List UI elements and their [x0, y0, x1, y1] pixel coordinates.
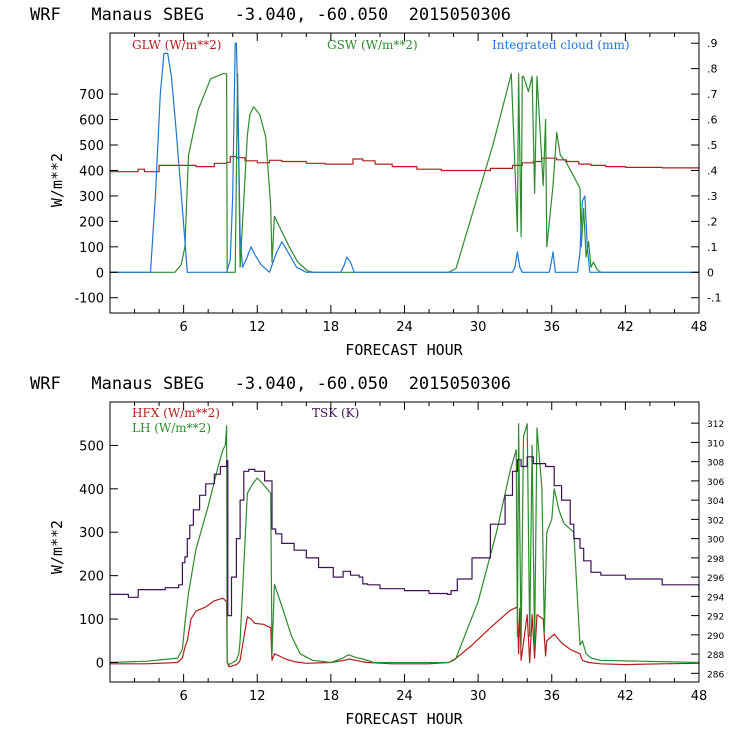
y2-tick-label: -.1: [707, 292, 721, 305]
y2-tick-label: .6: [707, 114, 718, 127]
legend-hfx: HFX (W/m**2): [132, 406, 220, 420]
flux-temperature-panel: WRF Manaus SBEG -3.040, -60.050 20150503…: [30, 374, 724, 728]
y2-axis-ticks: -.1 0 .1 .2 .3 .4 .5 .6 .7 .8 .9: [691, 37, 721, 305]
y2-tick-label: 290: [707, 632, 724, 642]
y2-tick-label: .3: [707, 190, 718, 203]
y2-tick-label: 0: [707, 266, 714, 279]
legend-glw: GLW (W/m**2): [132, 38, 221, 52]
radiation-cloud-panel: WRF Manaus SBEG -3.040, -60.050 20150503…: [30, 5, 721, 359]
x-tick-label: 42: [617, 689, 634, 704]
y2-tick-label: .1: [707, 241, 718, 254]
y2-tick-label: 312: [707, 420, 724, 430]
plot-frame: [109, 32, 700, 314]
panel-title: WRF Manaus SBEG -3.040, -60.050 20150503…: [30, 374, 511, 394]
x-tick-label: 12: [249, 689, 266, 704]
y-tick-label: 300: [79, 190, 104, 205]
x-tick-label: 30: [470, 320, 487, 335]
legend-lh: LH (W/m**2): [132, 421, 211, 435]
y-tick-label: 200: [79, 570, 104, 585]
x-tick-label: 48: [691, 689, 708, 704]
y2-tick-label: .8: [707, 63, 718, 76]
series-line-gsw: [110, 73, 699, 273]
x-tick-label: 6: [179, 689, 187, 704]
x-axis-ticks: 6 12 18 24 30 36 42 48: [134, 402, 708, 704]
x-tick-label: 18: [323, 689, 340, 704]
series-line-glw: [110, 155, 700, 173]
x-tick-label: 6: [179, 320, 187, 335]
y-tick-label: 100: [79, 613, 104, 628]
y-tick-label: 500: [79, 139, 104, 154]
y-tick-label: 300: [79, 526, 104, 541]
y-tick-label: 400: [79, 164, 104, 179]
y2-tick-label: .4: [707, 164, 718, 177]
y2-tick-label: 298: [707, 555, 724, 565]
x-tick-label: 36: [543, 689, 560, 704]
series-line-tsk: [110, 456, 700, 617]
y2-axis-ticks: 286 288 290 292 294 296 298 300 302 304 306 308 310 3…: [691, 420, 724, 680]
y-tick-label: 0: [96, 656, 104, 671]
y2-tick-label: 308: [707, 459, 724, 469]
x-tick-label: 42: [617, 320, 634, 335]
y2-tick-label: .7: [707, 88, 718, 101]
y2-tick-label: 294: [707, 593, 724, 603]
y-tick-label: 700: [79, 88, 104, 103]
y2-tick-label: 288: [707, 651, 724, 661]
series-line-integrated: [110, 42, 699, 273]
x-axis-label: FORECAST HOUR: [345, 341, 463, 359]
x-tick-label: 12: [249, 320, 266, 335]
y2-tick-label: 310: [707, 439, 724, 449]
x-tick-label: 18: [323, 320, 340, 335]
y-axis-ticks: -100 0 100 200 300 400 500 600 700: [74, 88, 118, 307]
y-axis-label: W/m**2: [48, 153, 66, 207]
series-lines: [110, 42, 700, 273]
y-tick-label: 200: [79, 215, 104, 230]
y2-tick-label: 292: [707, 613, 724, 623]
y-tick-label: 500: [79, 439, 104, 454]
legend-gsw: GSW (W/m**2): [327, 38, 418, 52]
y2-tick-label: 300: [707, 536, 724, 546]
y-tick-label: -100: [74, 292, 104, 307]
y-tick-label: 400: [79, 483, 104, 498]
x-tick-label: 36: [543, 320, 560, 335]
y-tick-label: 600: [79, 114, 104, 129]
y2-tick-label: .9: [707, 37, 718, 50]
y-tick-label: 100: [79, 241, 104, 256]
y2-tick-label: .2: [707, 215, 718, 228]
x-tick-label: 24: [396, 689, 413, 704]
panel-title: WRF Manaus SBEG -3.040, -60.050 20150503…: [30, 5, 511, 25]
x-axis-label: FORECAST HOUR: [345, 710, 463, 728]
x-tick-label: 24: [396, 320, 413, 335]
y-axis-label: W/m**2: [48, 520, 66, 574]
y-axis-ticks: 0 100 200 300 400 500: [79, 439, 118, 671]
series-lines: [109, 423, 700, 668]
series-line-hfx: [110, 597, 700, 668]
x-tick-label: 48: [691, 320, 708, 335]
y2-tick-label: 302: [707, 516, 724, 526]
x-tick-label: 30: [470, 689, 487, 704]
y2-tick-label: 296: [707, 574, 724, 584]
legend-tsk: TSK (K): [312, 406, 359, 420]
y-tick-label: 0: [96, 266, 104, 281]
series-line-lh: [109, 423, 700, 666]
y2-tick-label: .5: [707, 139, 718, 152]
x-axis-ticks: 6 12 18 24 30 36 42 48: [134, 33, 708, 335]
y2-tick-label: 304: [707, 497, 724, 507]
legend-cloud: Integrated cloud (mm): [492, 38, 630, 52]
y2-tick-label: 306: [707, 478, 724, 488]
y2-tick-label: 286: [707, 670, 724, 680]
